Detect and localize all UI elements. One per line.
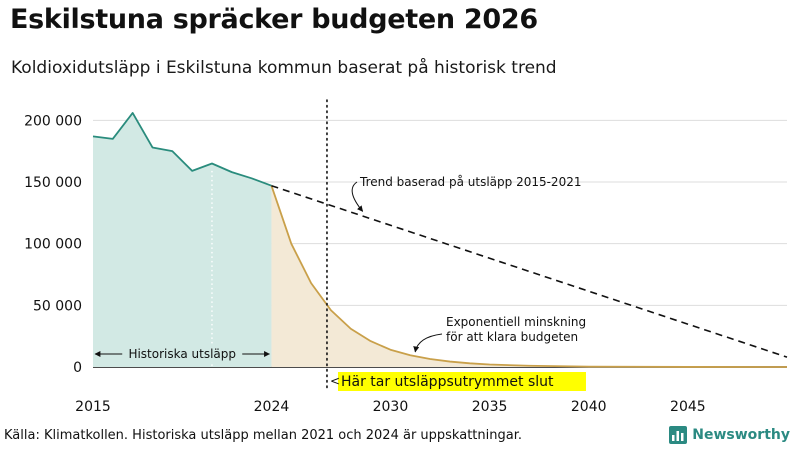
- decline-annotation-leader: [413, 333, 443, 353]
- decline-annotation-line-2: för att klara budgeten: [446, 330, 578, 344]
- decline-line: [270, 185, 788, 368]
- y-tick-label: 0: [73, 360, 82, 376]
- x-tick-label: 2015: [75, 399, 111, 415]
- x-tick-label: 2035: [472, 399, 508, 415]
- historic-area: [93, 112, 272, 367]
- decline-annotation-line-1: Exponentiell minskning: [446, 315, 586, 329]
- historic-range-label-bg: [122, 346, 243, 362]
- source-note: Källa: Klimatkollen. Historiska utsläpp …: [4, 428, 522, 443]
- y-tick-label: 200 000: [24, 113, 82, 129]
- trend-annotation-leader: [351, 181, 364, 212]
- historic-range-label: Historiska utsläpp: [128, 347, 236, 361]
- x-tick-label: 2030: [373, 399, 409, 415]
- budget-end-label-bg: [337, 372, 586, 391]
- brand-name: Newsworthy: [692, 427, 790, 443]
- decline-area: [271, 185, 787, 367]
- y-tick-label: 100 000: [24, 237, 82, 253]
- chart-title: Eskilstuna spräcker budgeten 2026: [10, 4, 538, 35]
- trend-annotation: Trend baserad på utsläpp 2015-2021: [359, 175, 581, 189]
- historic-line: [92, 112, 272, 187]
- x-tick-label: 2045: [670, 399, 706, 415]
- x-tick-label: 2024: [254, 399, 290, 415]
- budget-end-label: Här tar utsläppsutrymmet slut: [341, 374, 554, 390]
- x-tick-label: 2040: [571, 399, 607, 415]
- y-tick-label: 50 000: [33, 298, 82, 314]
- y-tick-label: 150 000: [24, 175, 82, 191]
- trend-line: [271, 184, 788, 358]
- bar-chart-icon: [669, 426, 688, 444]
- brand-logo[interactable]: Newsworthy: [669, 426, 790, 444]
- chart-subtitle: Koldioxidutsläpp i Eskilstuna kommun bas…: [11, 58, 557, 78]
- budget-end-arrow-icon: <: [330, 374, 340, 388]
